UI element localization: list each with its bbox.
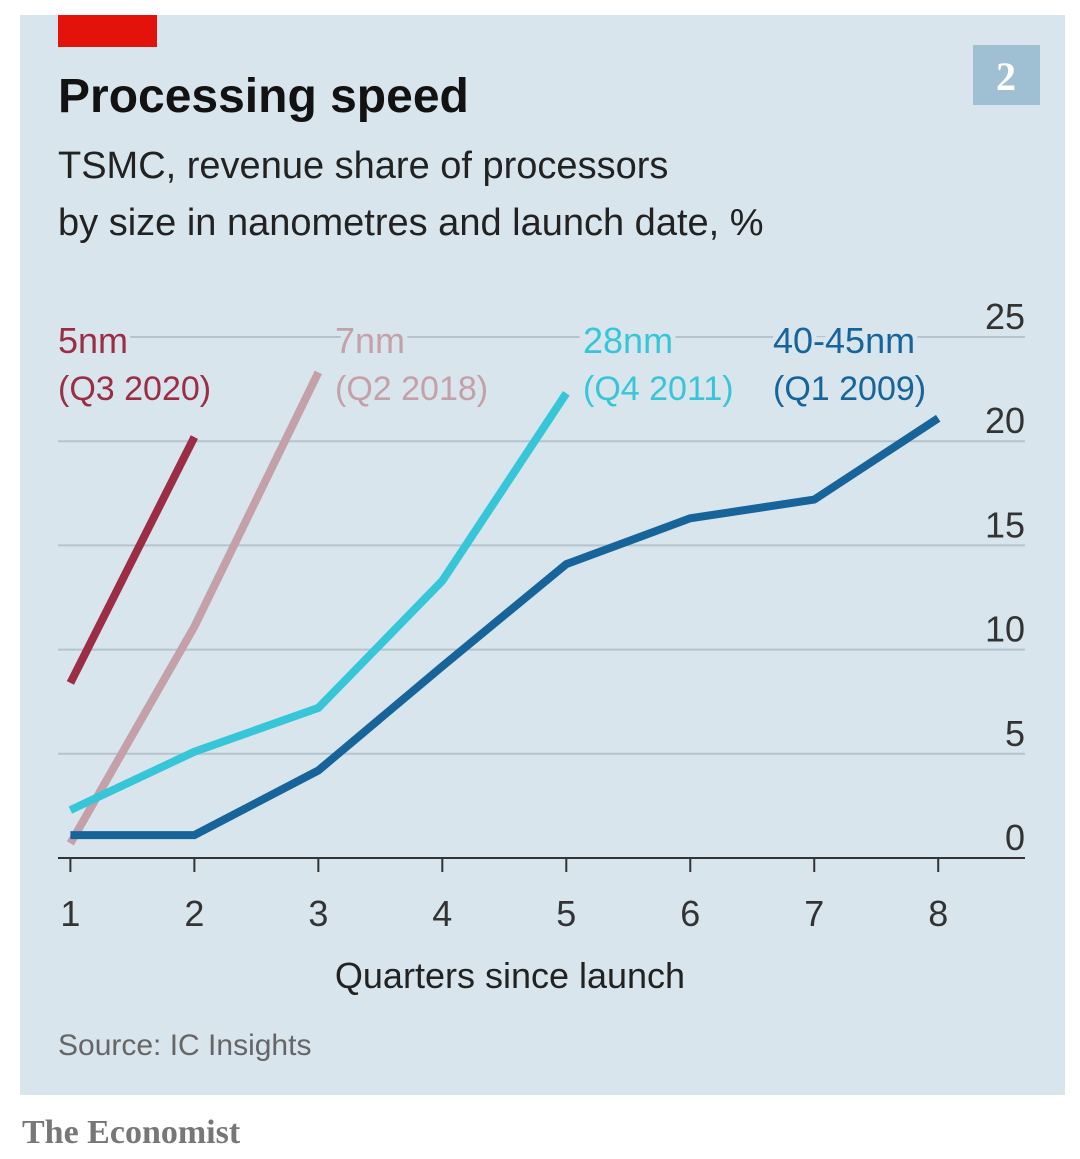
x-tick-label: 3 (308, 893, 328, 934)
x-tick-label: 7 (804, 893, 824, 934)
series-launch: (Q2 2018) (335, 370, 488, 408)
y-tick-label: 25 (985, 296, 1025, 337)
series-name: 40-45nm (773, 320, 915, 361)
y-tick-label: 0 (1005, 817, 1025, 858)
series-name: 5nm (58, 320, 128, 361)
panel (20, 15, 1065, 1095)
chart-title: Processing speed (58, 70, 469, 123)
series-launch: (Q3 2020) (58, 370, 211, 408)
source: Source: IC Insights (58, 1029, 311, 1062)
series-line (70, 414, 941, 840)
series-name: 28nm (583, 320, 673, 361)
x-tick-label: 5 (556, 893, 576, 934)
x-axis-label: Quarters since launch (335, 955, 685, 996)
badge-number: 2 (996, 54, 1016, 99)
series-line (66, 370, 322, 846)
subtitle-line: by size in nanometres and launch date, % (58, 202, 764, 244)
publisher: The Economist (22, 1114, 241, 1151)
x-tick-label: 1 (60, 893, 80, 934)
red-tag (58, 15, 157, 47)
x-tick-label: 4 (432, 893, 452, 934)
y-tick-label: 15 (985, 504, 1025, 545)
series-line (68, 391, 570, 814)
x-tick-label: 6 (680, 893, 700, 934)
series-launch: (Q4 2011) (583, 370, 734, 408)
y-tick-label: 10 (985, 609, 1025, 650)
series-line (66, 435, 198, 685)
x-tick-label: 8 (928, 893, 948, 934)
series-launch: (Q1 2009) (773, 370, 926, 408)
badge (973, 45, 1040, 105)
y-tick-label: 5 (1005, 713, 1025, 754)
subtitle-line: TSMC, revenue share of processors (58, 145, 668, 187)
y-tick-label: 20 (985, 400, 1025, 441)
x-tick-label: 2 (184, 893, 204, 934)
series-name: 7nm (335, 320, 405, 361)
